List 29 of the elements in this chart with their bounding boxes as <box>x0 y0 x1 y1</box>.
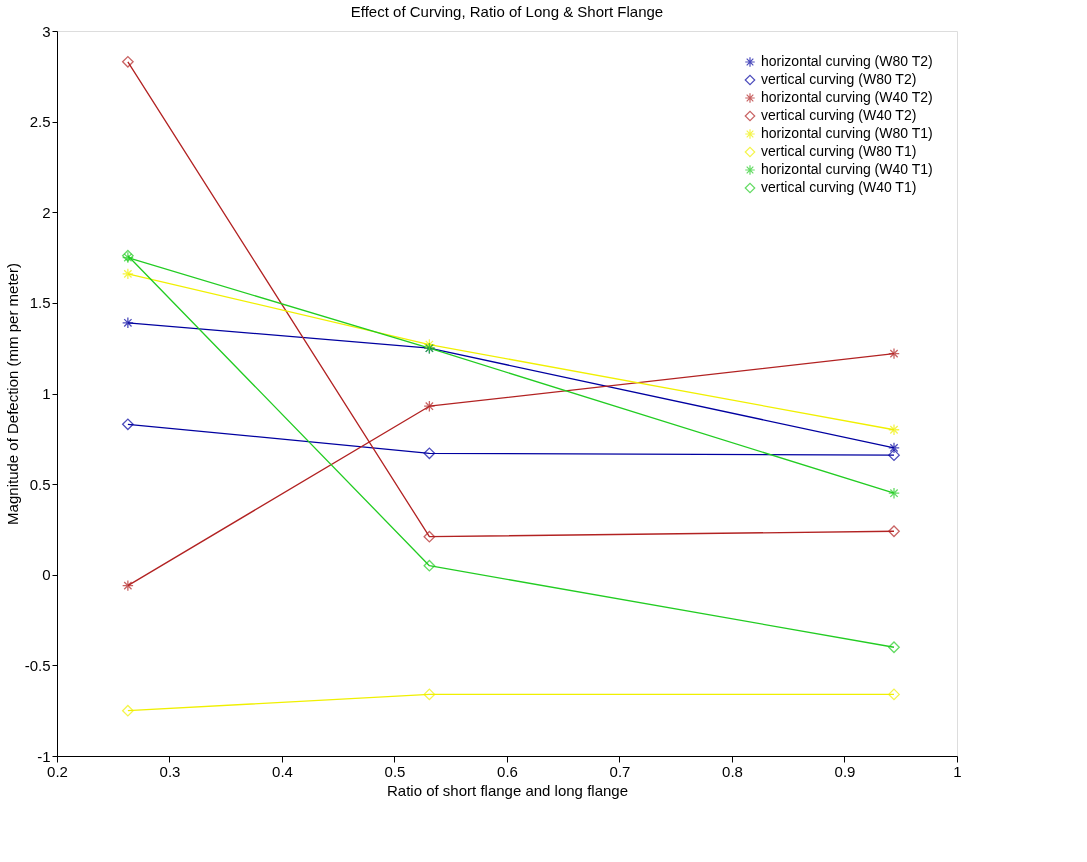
y-tick-label: 0 <box>42 566 51 584</box>
legend-label: horizontal curving (W40 T1) <box>761 161 933 177</box>
y-axis-title: Magnitude of Defection (mm per meter) <box>3 263 21 525</box>
x-tick-label: 0.3 <box>159 762 181 780</box>
x-tick-label: 0.4 <box>272 762 293 780</box>
legend-label: horizontal curving (W40 T2) <box>761 89 933 105</box>
x-tick-label: 0.5 <box>384 762 406 780</box>
legend-label: vertical curving (W80 T1) <box>761 143 917 159</box>
y-tick-label: 2 <box>42 203 51 221</box>
y-tick-label: 2.5 <box>29 113 51 131</box>
y-tick-label: -1 <box>37 747 51 765</box>
x-axis-title: Ratio of short flange and long flange <box>386 781 629 799</box>
legend-label: horizontal curving (W80 T2) <box>761 53 933 69</box>
legend-label: vertical curving (W40 T2) <box>761 107 917 123</box>
x-tick-label: 0.9 <box>834 762 856 780</box>
y-tick-label: 1.5 <box>29 294 51 312</box>
legend-label: vertical curving (W40 T1) <box>761 179 917 195</box>
legend-label: horizontal curving (W80 T1) <box>761 125 933 141</box>
y-tick-label: 0.5 <box>29 475 51 493</box>
x-tick-label: 0.8 <box>722 762 743 780</box>
chart-title: Effect of Curving, Ratio of Long & Short Flange <box>350 3 664 20</box>
x-tick-label: 0.2 <box>47 762 68 780</box>
x-tick-label: 0.6 <box>497 762 518 780</box>
legend-label: vertical curving (W80 T2) <box>761 71 917 87</box>
y-tick-label: 3 <box>42 22 51 40</box>
x-tick-label: 1 <box>953 762 962 780</box>
y-tick-label: -0.5 <box>24 656 51 674</box>
x-tick-label: 0.7 <box>609 762 631 780</box>
y-tick-label: 1 <box>42 385 51 402</box>
